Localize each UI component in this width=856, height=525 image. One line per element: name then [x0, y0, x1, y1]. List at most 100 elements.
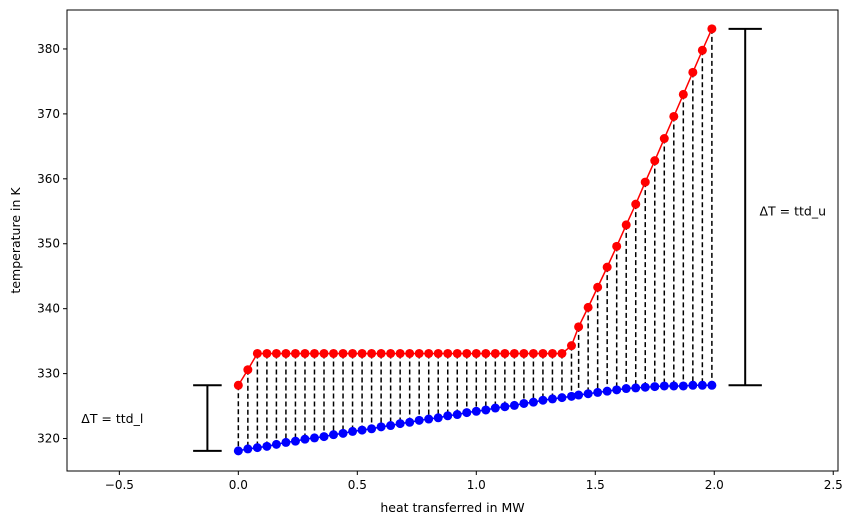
- hot-point: [386, 348, 396, 358]
- hot-point: [262, 348, 272, 358]
- hot-point: [621, 220, 631, 230]
- cold-point: [678, 381, 688, 391]
- hot-point: [414, 348, 424, 358]
- cold-point: [367, 424, 377, 434]
- hot-series-line: [237, 28, 713, 386]
- hot-point: [338, 348, 348, 358]
- cold-point: [443, 411, 453, 421]
- ttd-u-label: ΔT = ttd_u: [759, 203, 826, 218]
- cold-point: [405, 417, 415, 427]
- hot-point: [300, 348, 310, 358]
- cold-point: [357, 425, 367, 435]
- cold-point: [271, 439, 281, 449]
- y-tick-label: 350: [37, 237, 60, 251]
- hot-point: [243, 365, 253, 375]
- hot-point: [329, 348, 339, 358]
- cold-point: [688, 380, 698, 390]
- x-tick-label: 1.0: [467, 478, 486, 492]
- cold-point: [621, 384, 631, 394]
- delta-t-bars: [193, 27, 762, 452]
- cold-point: [386, 421, 396, 431]
- cold-point: [243, 444, 253, 454]
- cold-point: [538, 395, 548, 405]
- hot-point: [290, 348, 300, 358]
- hot-point: [348, 348, 358, 358]
- hot-point: [538, 348, 548, 358]
- y-tick-label: 330: [37, 367, 60, 381]
- cold-point: [338, 428, 348, 438]
- hot-point: [574, 322, 584, 332]
- cold-point: [471, 406, 481, 416]
- cold-point: [640, 382, 650, 392]
- cold-point: [612, 385, 622, 395]
- hot-point: [443, 348, 453, 358]
- hot-point: [650, 156, 660, 166]
- cold-point: [509, 400, 519, 410]
- cold-point: [300, 434, 310, 444]
- hot-point: [707, 24, 717, 34]
- cold-point: [659, 381, 669, 391]
- cold-point: [329, 430, 339, 440]
- hot-point: [697, 45, 707, 55]
- hot-point: [433, 348, 443, 358]
- hot-point: [640, 177, 650, 187]
- x-tick-label: 2.5: [824, 478, 843, 492]
- cold-point: [481, 405, 491, 415]
- hot-point: [528, 348, 538, 358]
- cold-point: [433, 413, 443, 423]
- cold-point: [376, 422, 386, 432]
- x-axis-label: heat transferred in MW: [380, 500, 524, 515]
- cold-point: [281, 437, 291, 447]
- hot-point: [547, 348, 557, 358]
- cold-point: [583, 389, 593, 399]
- hot-point: [519, 348, 529, 358]
- temperature-difference-connectors: [237, 28, 713, 451]
- y-axis-label: temperature in K: [8, 187, 23, 294]
- x-tick-label: 0.0: [229, 478, 248, 492]
- cold-point: [452, 410, 462, 420]
- data-series: [233, 24, 717, 456]
- axes: −0.5 0.0 0.5 1.0 1.5 2.0 2.5 320 330 340 350 360 370…: [37, 42, 843, 492]
- cold-point: [707, 380, 717, 390]
- cold-point: [490, 403, 500, 413]
- hot-point: [659, 134, 669, 144]
- hot-point: [452, 348, 462, 358]
- cold-point: [252, 443, 262, 453]
- cold-series-line: [238, 384, 712, 452]
- hot-point: [319, 348, 329, 358]
- cold-point: [519, 398, 529, 408]
- cold-point: [602, 386, 612, 396]
- cold-point: [348, 426, 358, 436]
- x-tick-label: 1.5: [586, 478, 605, 492]
- cold-point: [290, 436, 300, 446]
- hot-point: [481, 348, 491, 358]
- hot-point: [678, 89, 688, 99]
- hot-point: [631, 199, 641, 209]
- hot-point: [357, 348, 367, 358]
- cold-point: [319, 432, 329, 442]
- cold-point: [697, 380, 707, 390]
- cold-point: [395, 419, 405, 429]
- hot-point: [471, 348, 481, 358]
- cold-point: [528, 397, 538, 407]
- cold-point: [233, 446, 243, 456]
- hot-point: [233, 380, 243, 390]
- cold-point: [309, 433, 319, 443]
- hot-point: [405, 348, 415, 358]
- hot-point: [500, 348, 510, 358]
- cold-point: [574, 390, 584, 400]
- cold-point: [593, 387, 603, 397]
- x-tick-label: 0.5: [348, 478, 367, 492]
- x-tick-label: 2.0: [705, 478, 724, 492]
- cold-point: [669, 381, 679, 391]
- hot-point: [281, 348, 291, 358]
- hot-point: [376, 348, 386, 358]
- cold-point: [650, 382, 660, 392]
- hot-point: [367, 348, 377, 358]
- cold-point: [631, 383, 641, 393]
- hot-point: [669, 111, 679, 121]
- ttd-l-label: ΔT = ttd_l: [81, 411, 143, 426]
- hot-point: [688, 67, 698, 77]
- hot-point: [593, 282, 603, 292]
- hot-point: [612, 241, 622, 251]
